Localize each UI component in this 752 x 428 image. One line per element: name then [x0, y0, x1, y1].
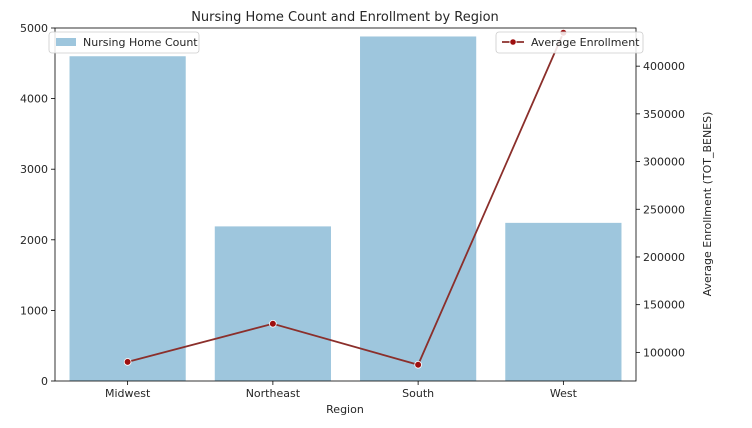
- x-tick-label-midwest: Midwest: [105, 387, 151, 400]
- y-axis-title-right: Average Enrollment (TOT_BENES): [701, 112, 714, 297]
- y-tick-label-right-250000: 250000: [643, 203, 685, 216]
- bar-south: [360, 36, 477, 382]
- point-northeast: [269, 319, 277, 328]
- y-tick-label-left-5000: 5000: [20, 22, 48, 35]
- chart-title: Nursing Home Count and Enrollment by Reg…: [191, 10, 499, 25]
- y-tick-label-right-300000: 300000: [643, 156, 685, 169]
- bar-northeast: [214, 226, 331, 381]
- y-tick-label-right-100000: 100000: [643, 346, 685, 359]
- point-south: [414, 360, 422, 369]
- y-tick-label-left-4000: 4000: [20, 93, 48, 106]
- legend-line-frame: [495, 31, 644, 54]
- y-axis-left: 0 1000 2000 3000 4000 5000: [20, 22, 55, 388]
- legend-line-label: Average Enrollment: [531, 36, 640, 49]
- enrollment-line: [127, 32, 565, 366]
- y-tick-label-left-3000: 3000: [20, 163, 48, 176]
- y-tick-label-left-2000: 2000: [20, 234, 48, 247]
- legend-bars: Nursing Home Count: [48, 31, 200, 54]
- y-tick-label-right-400000: 400000: [643, 60, 685, 73]
- y-tick-label-left-0: 0: [41, 375, 48, 388]
- y-tick-label-right-150000: 150000: [643, 299, 685, 312]
- x-axis-title: Region: [326, 403, 364, 416]
- bar-midwest: [69, 56, 186, 382]
- point-midwest: [123, 358, 132, 366]
- y-tick-label-right-200000: 200000: [643, 251, 685, 264]
- y-tick-label-left-1000: 1000: [20, 304, 48, 317]
- x-tick-label-west: West: [550, 387, 578, 400]
- legend-bars-swatch: [56, 38, 76, 46]
- legend-bars-label: Nursing Home Count: [83, 36, 198, 49]
- x-axis: Midwest Northeast South West: [105, 381, 578, 400]
- bar-west: [505, 222, 622, 381]
- bar-series: [69, 36, 622, 382]
- legend-line-marker: [509, 38, 517, 46]
- x-tick-label-northeast: Northeast: [246, 387, 301, 400]
- x-tick-label-south: South: [402, 387, 434, 400]
- line-series: [123, 28, 568, 369]
- y-axis-right: 100000 150000 200000 250000 300000 350000 4000…: [636, 60, 685, 359]
- legend-bars-frame: [48, 31, 200, 54]
- legend-line: Average Enrollment: [495, 31, 644, 54]
- y-tick-label-right-350000: 350000: [643, 108, 685, 121]
- plot-frame: [54, 27, 637, 382]
